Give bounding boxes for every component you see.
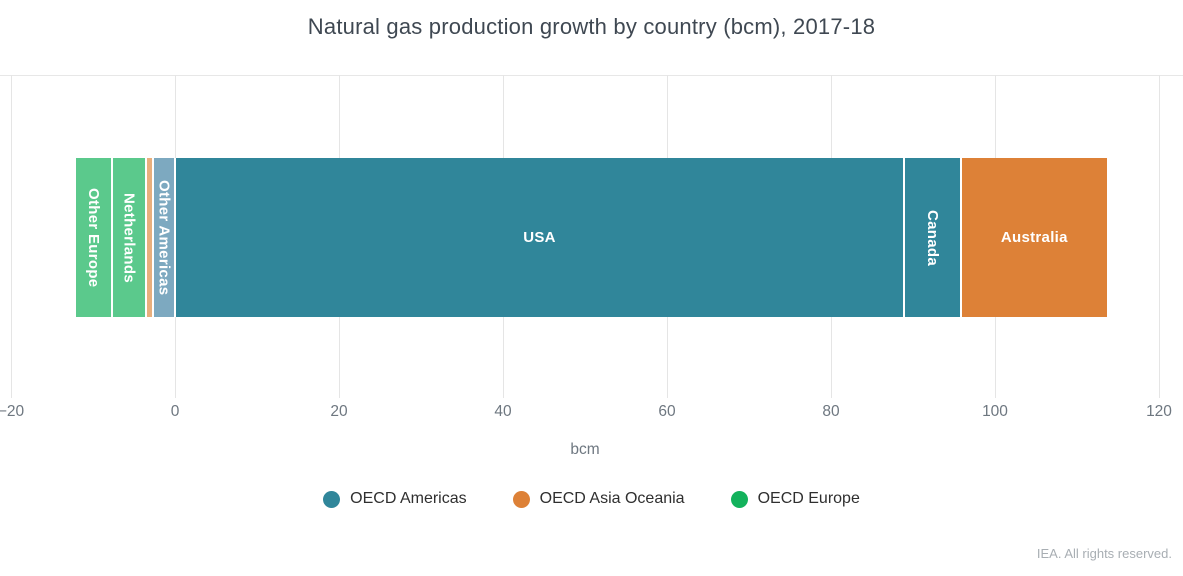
- legend-dot-icon: [730, 490, 748, 508]
- x-tick-label-80: 80: [822, 403, 840, 420]
- x-tick-label--20: −20: [0, 403, 25, 420]
- x-tick-label-0: 0: [170, 403, 180, 420]
- bars-layer: Other Europe Netherlands Other Americas USA…: [0, 158, 1183, 317]
- bar-segment-australia[interactable]: Australia: [960, 158, 1109, 317]
- bar-segment-label: Australia: [1000, 229, 1068, 246]
- x-tick-label-100: 100: [982, 403, 1008, 420]
- x-tick-label-60: 60: [658, 403, 676, 420]
- x-tick-label-20: 20: [330, 403, 348, 420]
- bar-segment-label: Other Europe: [84, 187, 102, 288]
- legend-label: OECD Asia Oceania: [539, 490, 685, 507]
- legend-item-oecd-asia-oceania[interactable]: OECD Asia Oceania: [512, 490, 685, 508]
- chart-title: Natural gas production growth by country…: [307, 14, 876, 39]
- bar-segment-oecd-asia-oceania[interactable]: [146, 158, 153, 317]
- bar-segment-usa[interactable]: USA: [175, 158, 904, 317]
- legend-label: OECD Americas: [350, 490, 467, 507]
- x-axis-title: bcm: [570, 441, 600, 458]
- plot-top-border: [0, 75, 1183, 76]
- gridline-120: [1159, 75, 1160, 398]
- legend: OECD Americas OECD Asia Oceania OECD Europ…: [0, 490, 1183, 508]
- legend-label: OECD Europe: [757, 490, 860, 507]
- legend-item-oecd-europe[interactable]: OECD Europe: [730, 490, 860, 508]
- bar-segment-label: Other Americas: [155, 179, 173, 296]
- bar-segment-label: Netherlands: [120, 192, 138, 283]
- copyright-note: IEA. All rights reserved.: [1036, 546, 1172, 561]
- x-tick-label-120: 120: [1146, 403, 1172, 420]
- bar-segment-label: USA: [523, 229, 556, 246]
- bar-segment-label: Canada: [923, 209, 941, 266]
- bar-segment-other-americas[interactable]: Other Americas: [152, 158, 175, 317]
- bar-segment-netherlands[interactable]: Netherlands: [111, 158, 147, 317]
- gridline--20: [11, 75, 12, 398]
- bar-segment-other-europe[interactable]: Other Europe: [74, 158, 112, 317]
- legend-item-oecd-americas[interactable]: OECD Americas: [323, 490, 467, 508]
- bar-segment-canada[interactable]: Canada: [903, 158, 961, 317]
- x-tick-label-40: 40: [494, 403, 512, 420]
- legend-dot-icon: [323, 490, 341, 508]
- legend-dot-icon: [512, 490, 530, 508]
